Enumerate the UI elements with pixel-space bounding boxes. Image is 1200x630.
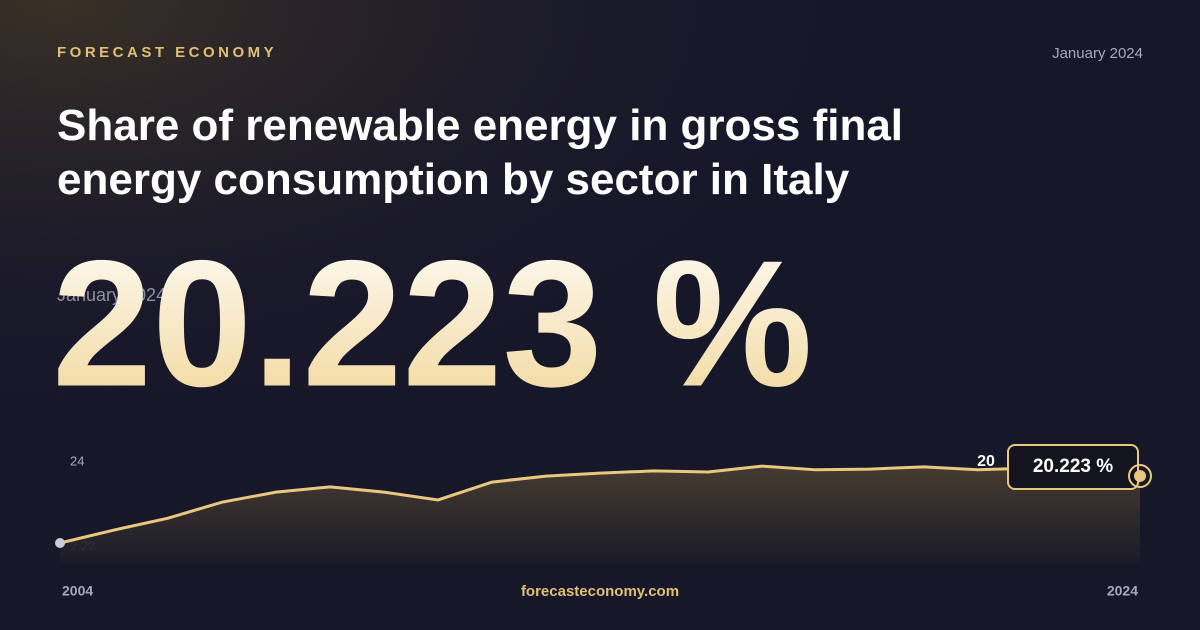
headline-date: January 2024	[57, 285, 166, 305]
brand: FORECAST ECONOMY	[57, 44, 277, 61]
x-tick-label: 2024	[1107, 583, 1138, 599]
start-point	[55, 538, 65, 548]
end-point	[1134, 470, 1146, 483]
plot: 2.2224200420242020.223 %	[55, 444, 1152, 599]
date: January 2024	[1052, 45, 1143, 62]
footer: forecasteconomy.com	[521, 583, 679, 600]
x-tick-label: 2004	[62, 583, 93, 599]
value-badge	[1007, 444, 1139, 490]
annotation: 20	[977, 453, 995, 470]
value-label: 20.223 %	[1033, 456, 1113, 477]
y-tick-label: 24	[70, 453, 84, 468]
end-ring	[1128, 464, 1152, 489]
headline-value: 20.223 %	[52, 224, 813, 425]
chart-title: Share of renewable energy in gross final…	[57, 101, 903, 204]
line	[59, 464, 1141, 545]
area	[60, 466, 1140, 565]
